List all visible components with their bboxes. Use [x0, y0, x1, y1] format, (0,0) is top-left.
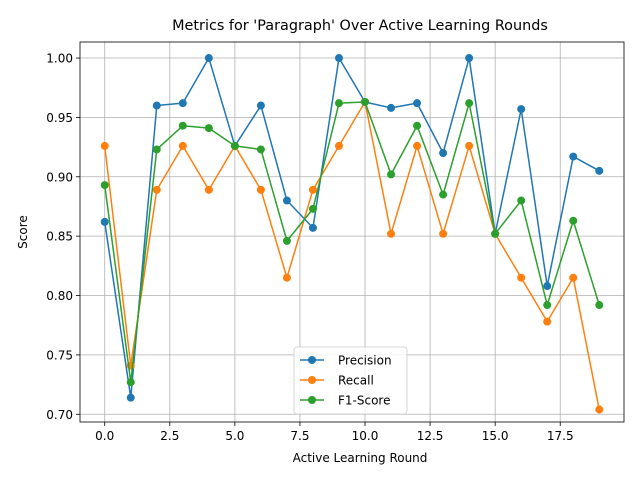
precision-point — [595, 166, 604, 175]
precision-point — [308, 223, 317, 232]
recall-point — [334, 141, 343, 150]
y-axis-ticks: 0.70 0.75 0.80 0.85 0.90 0.95 1.00 — [46, 52, 80, 422]
legend-label-recall: Recall — [338, 374, 374, 388]
f1-score-point — [256, 145, 265, 154]
legend-item-precision: Precision — [300, 354, 392, 368]
legend-box — [293, 346, 408, 415]
series-f1-score — [100, 97, 604, 387]
precision-point — [282, 196, 291, 205]
precision-point — [178, 99, 187, 108]
f1-score-point — [204, 124, 213, 133]
f1-score-point — [126, 378, 135, 387]
recall-point — [308, 185, 317, 194]
f1-score-point — [282, 236, 291, 245]
y-axis-label: Score — [16, 215, 30, 249]
f1-score-point — [465, 99, 474, 108]
x-tick-label: 12.5 — [417, 429, 444, 443]
legend-marker-f1-score — [308, 396, 316, 404]
chart-title: Metrics for 'Paragraph' Over Active Lear… — [172, 18, 548, 34]
legend-marker-precision — [308, 356, 316, 364]
legend: Precision Recall F1-Score — [293, 346, 408, 415]
legend-label-f1-score: F1-Score — [338, 394, 390, 408]
recall-point — [439, 229, 448, 238]
precision-point — [387, 103, 396, 112]
f1-score-point — [413, 121, 422, 130]
f1-score-line — [103, 101, 600, 383]
precision-point — [334, 54, 343, 63]
x-tick-label: 7.5 — [290, 429, 309, 443]
recall-point — [387, 229, 396, 238]
f1-score-point — [100, 181, 109, 190]
recall-point — [282, 273, 291, 282]
y-tick-label: 1.00 — [46, 52, 73, 66]
y-tick-label: 0.75 — [46, 348, 73, 362]
x-tick-label: 15.0 — [482, 429, 509, 443]
legend-item-recall: Recall — [300, 374, 374, 388]
x-tick-label: 5.0 — [225, 429, 244, 443]
x-tick-label: 2.5 — [160, 429, 179, 443]
f1-score-point — [569, 216, 578, 225]
legend-label-precision: Precision — [338, 354, 392, 368]
f1-score-point — [595, 301, 604, 310]
y-tick-label: 0.85 — [46, 230, 73, 244]
recall-point — [517, 273, 526, 282]
f1-score-point — [308, 204, 317, 213]
precision-line — [103, 57, 600, 399]
f1-score-point — [230, 141, 239, 150]
precision-point — [100, 217, 109, 226]
y-tick-label: 0.95 — [46, 111, 73, 125]
f1-score-point — [543, 301, 552, 310]
y-tick-label: 0.90 — [46, 170, 73, 184]
recall-point — [256, 185, 265, 194]
x-tick-label: 17.5 — [547, 429, 574, 443]
precision-point — [543, 282, 552, 291]
f1-score-point — [387, 170, 396, 179]
precision-point — [569, 152, 578, 161]
f1-score-point — [517, 196, 526, 205]
f1-score-point — [439, 190, 448, 199]
recall-point — [465, 141, 474, 150]
recall-line — [103, 101, 601, 410]
precision-point — [465, 54, 474, 63]
x-axis-ticks: 0.0 2.5 5.0 7.5 10.0 12.5 15.0 17.5 — [95, 422, 574, 443]
y-tick-label: 0.70 — [46, 408, 73, 422]
precision-point — [152, 101, 161, 110]
f1-score-point — [334, 99, 343, 108]
x-axis-label: Active Learning Round — [293, 451, 428, 465]
recall-point — [595, 405, 604, 414]
x-tick-label: 0.0 — [95, 429, 114, 443]
f1-score-point — [491, 229, 500, 238]
precision-point — [204, 54, 213, 63]
precision-point — [517, 105, 526, 114]
series-layer — [100, 54, 604, 414]
f1-score-point — [361, 97, 370, 106]
y-tick-label: 0.80 — [46, 289, 73, 303]
recall-point — [204, 185, 213, 194]
recall-point — [100, 141, 109, 150]
recall-point — [152, 185, 161, 194]
x-tick-label: 10.0 — [352, 429, 379, 443]
precision-point — [256, 101, 265, 110]
precision-point — [413, 99, 422, 108]
recall-point — [178, 141, 187, 150]
recall-point — [413, 141, 422, 150]
legend-item-f1-score: F1-Score — [300, 394, 390, 408]
plot-frame — [79, 41, 625, 423]
legend-marker-recall — [308, 376, 316, 384]
precision-point — [126, 393, 135, 402]
recall-point — [569, 273, 578, 282]
f1-score-point — [152, 145, 161, 154]
precision-point — [439, 149, 448, 158]
recall-point — [543, 317, 552, 326]
f1-score-point — [178, 121, 187, 130]
